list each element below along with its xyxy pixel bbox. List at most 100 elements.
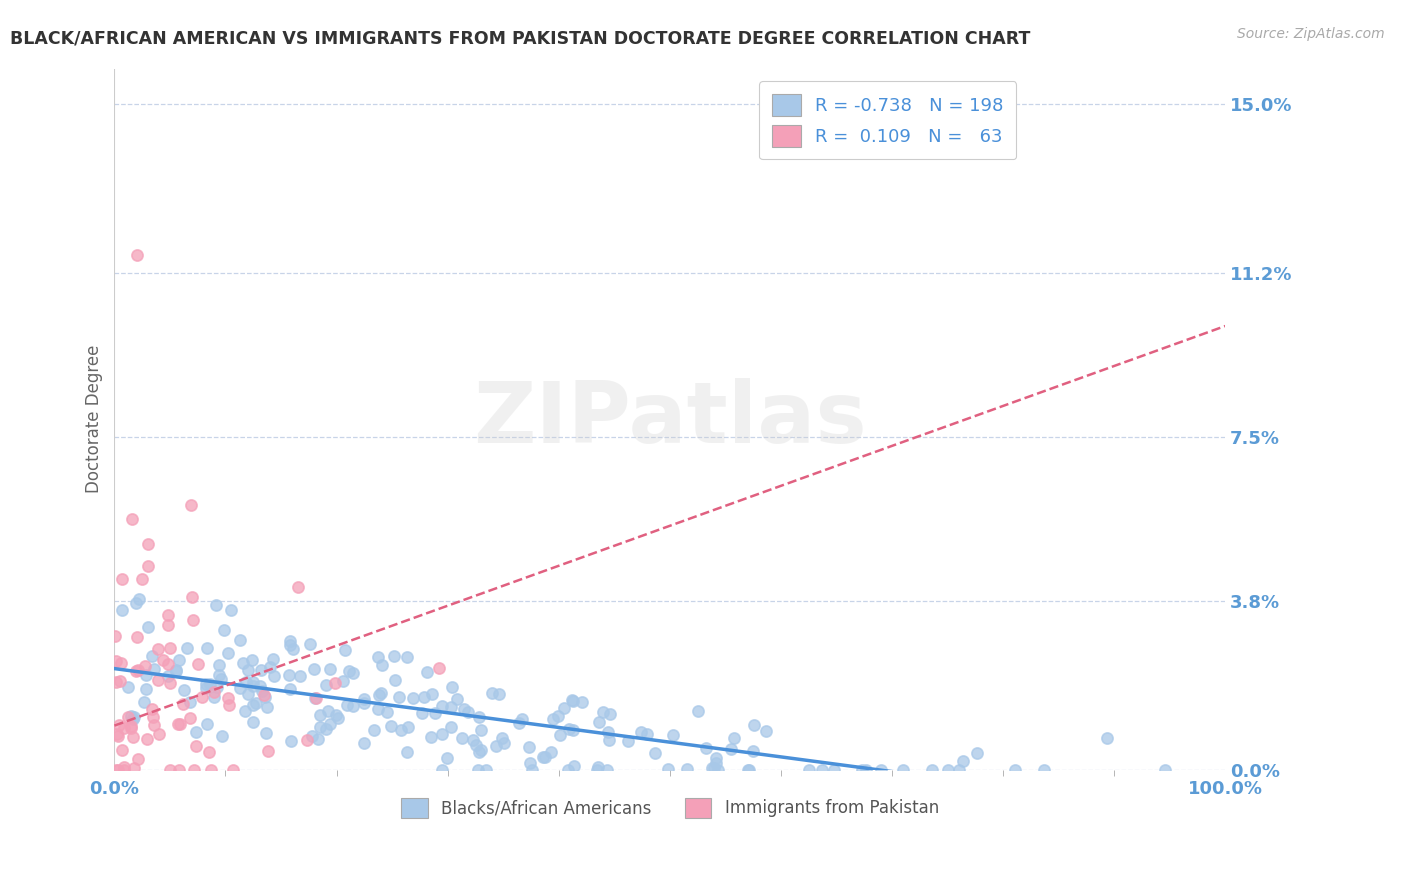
Point — [375, 705, 398, 719]
Point — [723, 731, 745, 745]
Point — [553, 701, 575, 715]
Point — [695, 740, 717, 755]
Point — [104, 629, 127, 643]
Point — [657, 762, 679, 776]
Point — [157, 669, 180, 683]
Point — [159, 640, 181, 655]
Point — [561, 693, 583, 707]
Point — [308, 720, 330, 734]
Point — [117, 681, 139, 695]
Point — [342, 698, 364, 713]
Point — [122, 730, 145, 744]
Point — [851, 763, 873, 777]
Point — [134, 659, 156, 673]
Point — [676, 762, 699, 776]
Point — [508, 715, 530, 730]
Point — [388, 690, 411, 704]
Point — [1032, 763, 1054, 777]
Point — [208, 668, 231, 682]
Point — [562, 759, 585, 773]
Point — [207, 680, 229, 694]
Point — [720, 742, 742, 756]
Point — [146, 641, 169, 656]
Point — [332, 674, 354, 689]
Point — [104, 763, 127, 777]
Point — [737, 763, 759, 777]
Point — [242, 675, 264, 690]
Point — [242, 653, 264, 667]
Point — [277, 667, 299, 681]
Point — [315, 678, 337, 692]
Point — [446, 691, 468, 706]
Point — [142, 709, 165, 723]
Point — [561, 723, 583, 737]
Point — [823, 763, 845, 777]
Point — [586, 763, 609, 777]
Point — [630, 725, 652, 739]
Point — [287, 580, 309, 594]
Point — [430, 763, 453, 777]
Point — [179, 711, 201, 725]
Point — [558, 723, 581, 737]
Point — [218, 698, 240, 713]
Point — [367, 649, 389, 664]
Point — [891, 763, 914, 777]
Point — [245, 696, 267, 710]
Point — [111, 603, 134, 617]
Point — [111, 572, 134, 586]
Point — [148, 727, 170, 741]
Point — [342, 665, 364, 680]
Point — [517, 739, 540, 754]
Point — [353, 696, 375, 710]
Point — [337, 664, 360, 678]
Point — [181, 613, 204, 627]
Point — [135, 682, 157, 697]
Point — [200, 677, 222, 691]
Point — [236, 687, 259, 701]
Text: Source: ZipAtlas.com: Source: ZipAtlas.com — [1237, 27, 1385, 41]
Point — [135, 668, 157, 682]
Point — [467, 763, 489, 777]
Point — [195, 681, 218, 695]
Point — [169, 717, 191, 731]
Point — [492, 736, 515, 750]
Point — [280, 633, 302, 648]
Point — [117, 710, 139, 724]
Point — [156, 608, 179, 623]
Point — [112, 721, 135, 735]
Point — [256, 726, 278, 740]
Point — [316, 704, 339, 718]
Point — [470, 743, 492, 757]
Point — [238, 663, 260, 677]
Point — [921, 763, 943, 777]
Point — [172, 697, 194, 711]
Point — [702, 761, 724, 775]
Point — [181, 590, 204, 604]
Point — [599, 706, 621, 721]
Point — [263, 668, 285, 682]
Point — [242, 679, 264, 693]
Point — [127, 663, 149, 677]
Point — [797, 763, 820, 777]
Point — [167, 717, 190, 731]
Text: BLACK/AFRICAN AMERICAN VS IMMIGRANTS FROM PAKISTAN DOCTORATE DEGREE CORRELATION : BLACK/AFRICAN AMERICAN VS IMMIGRANTS FRO… — [10, 29, 1031, 47]
Point — [707, 763, 730, 777]
Point — [363, 723, 385, 738]
Point — [211, 729, 233, 743]
Point — [198, 745, 221, 759]
Point — [176, 640, 198, 655]
Point — [157, 618, 180, 632]
Point — [132, 695, 155, 709]
Point — [202, 690, 225, 704]
Point — [128, 591, 150, 606]
Point — [124, 761, 146, 775]
Point — [112, 763, 135, 777]
Point — [519, 756, 541, 771]
Point — [280, 734, 302, 748]
Point — [298, 637, 321, 651]
Point — [396, 745, 419, 759]
Point — [420, 687, 443, 701]
Point — [1154, 763, 1177, 777]
Point — [217, 691, 239, 706]
Point — [229, 681, 252, 695]
